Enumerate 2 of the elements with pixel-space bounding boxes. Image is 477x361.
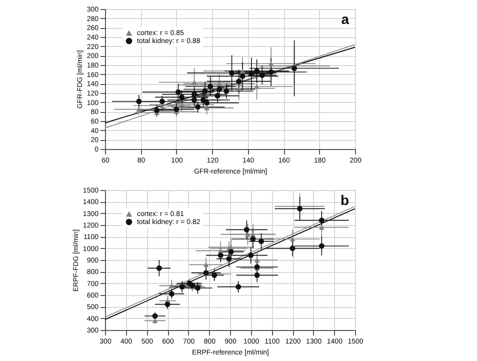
annotation: b <box>340 192 349 208</box>
annotation: a <box>341 11 350 27</box>
